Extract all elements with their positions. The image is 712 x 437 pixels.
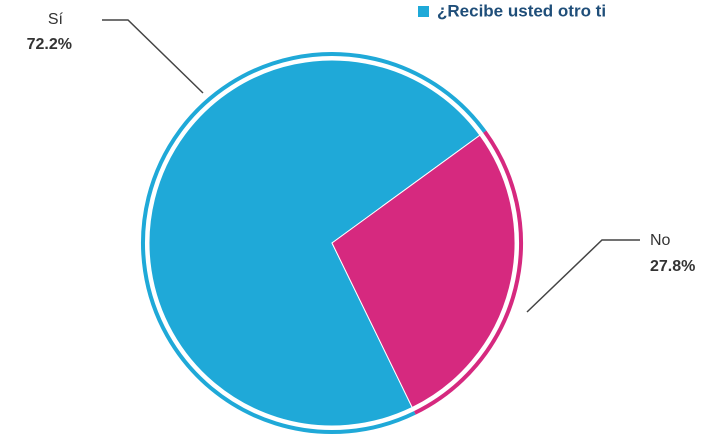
slice-ring xyxy=(413,130,523,415)
leader-line xyxy=(102,19,204,94)
slice-ring xyxy=(141,52,487,434)
legend-swatch xyxy=(418,6,429,17)
slice-label: Sí xyxy=(48,11,64,28)
slice-label: No xyxy=(650,232,671,249)
pie-slice xyxy=(331,134,516,409)
value-label: 72.2% xyxy=(27,36,72,53)
leader-line xyxy=(526,239,640,313)
value-label: 27.8% xyxy=(650,258,695,275)
pie-slice xyxy=(148,59,481,427)
legend-label: ¿Recibe usted otro ti xyxy=(437,1,606,20)
